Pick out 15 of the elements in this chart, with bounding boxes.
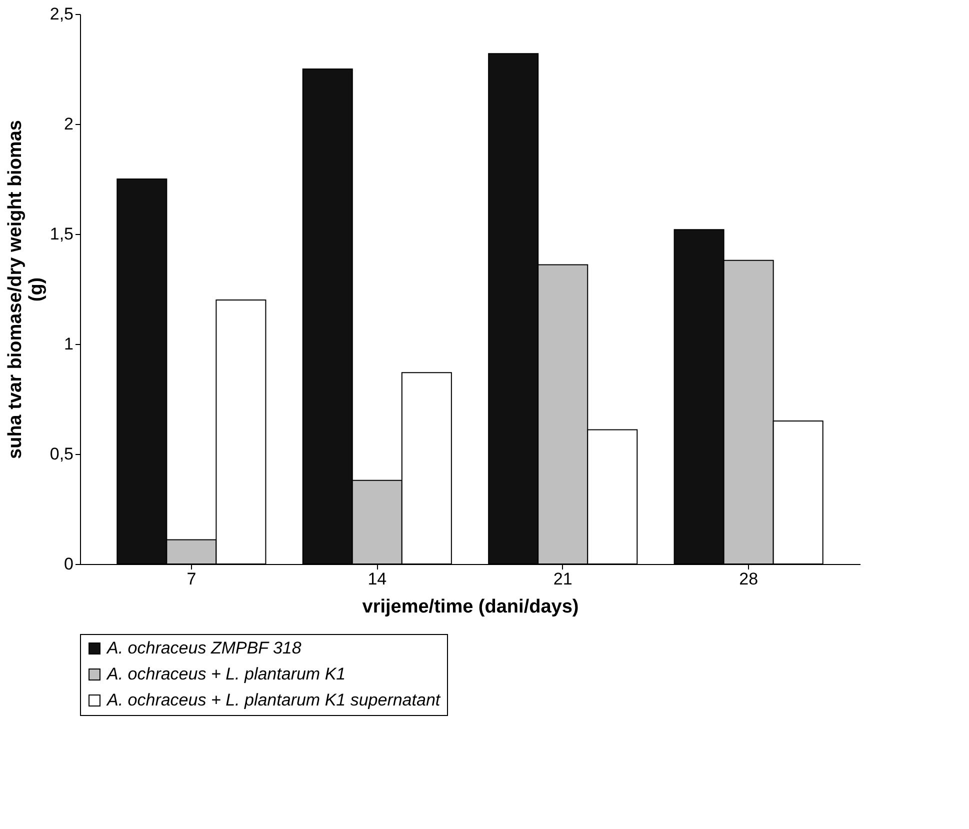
y-tick-label: 0,5 [50, 444, 74, 464]
x-tick-label: 7 [186, 570, 196, 588]
y-tick-label: 1 [64, 334, 74, 354]
legend-label: A. ochraceus + L. plantarum K1 supernatant [106, 690, 442, 710]
y-tick-label: 2,5 [50, 4, 74, 24]
y-axis-title: suha tvar biomase/dry weight biomas (g) [4, 120, 47, 459]
x-tick-label: 14 [368, 570, 387, 588]
x-axis-title: vrijeme/time (dani/days) [362, 596, 579, 618]
legend-label: A. ochraceus + L. plantarum K1 [106, 664, 346, 684]
legend-label: A. ochraceus ZMPBF 318 [106, 638, 302, 658]
y-tick-label: 0 [64, 554, 74, 574]
x-tick-label: 21 [553, 570, 572, 588]
y-tick-label: 1,5 [50, 224, 74, 244]
y-tick-label: 2 [64, 114, 74, 134]
x-tick-label: 28 [739, 570, 758, 588]
